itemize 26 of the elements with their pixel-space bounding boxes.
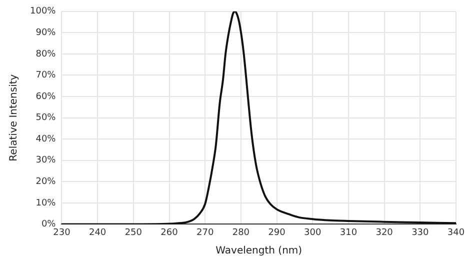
x-tick-label: 320 <box>376 228 394 238</box>
x-axis-title: Wavelength (nm) <box>216 246 302 257</box>
y-tick-label: 0% <box>41 220 56 230</box>
x-tick-label: 300 <box>304 228 322 238</box>
x-tick-label: 310 <box>340 228 358 238</box>
x-tick-label: 230 <box>53 228 71 238</box>
x-tick-label: 340 <box>447 228 465 238</box>
y-tick-label: 30% <box>36 156 56 166</box>
y-tick-label: 70% <box>36 70 56 81</box>
y-tick-label: 90% <box>36 28 56 38</box>
x-tick-label: 280 <box>232 228 250 238</box>
y-tick-label: 80% <box>36 49 56 60</box>
y-axis-title: Relative Intensity <box>8 74 20 162</box>
x-tick-label: 270 <box>196 228 214 238</box>
x-tick-label: 260 <box>160 228 178 238</box>
x-tick-label: 330 <box>412 228 430 238</box>
y-tick-label: 60% <box>36 92 56 102</box>
y-tick-label: 40% <box>36 134 56 144</box>
y-tick-label: 20% <box>36 176 56 187</box>
line-series <box>62 11 456 224</box>
y-tick-label: 10% <box>36 198 56 208</box>
x-tick-label: 240 <box>88 228 106 238</box>
y-tick-label: 100% <box>30 6 56 17</box>
x-tick-label: 250 <box>124 228 142 238</box>
x-tick-label: 290 <box>268 228 286 238</box>
y-tick-label: 50% <box>36 113 56 124</box>
